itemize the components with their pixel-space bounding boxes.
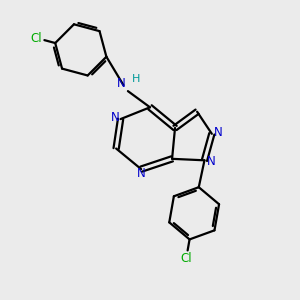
Text: N: N (117, 77, 125, 90)
Text: N: N (214, 126, 223, 139)
Text: H: H (132, 74, 140, 84)
Text: Cl: Cl (180, 252, 192, 265)
Text: Cl: Cl (31, 32, 42, 44)
Text: N: N (207, 155, 215, 168)
Text: N: N (137, 167, 146, 180)
Text: N: N (111, 111, 120, 124)
